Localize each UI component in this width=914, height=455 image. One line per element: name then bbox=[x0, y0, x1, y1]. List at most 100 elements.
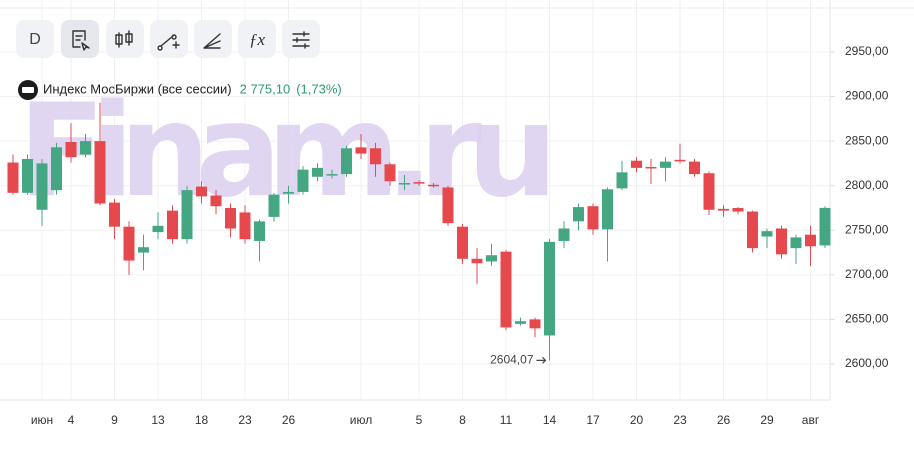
x-tick-label: 8 bbox=[459, 413, 466, 427]
candle-body bbox=[471, 258, 483, 264]
low-annotation: 2604,07 bbox=[490, 353, 534, 367]
candle-body bbox=[413, 182, 425, 184]
candle-body bbox=[428, 184, 439, 187]
toolbar-button[interactable] bbox=[106, 20, 144, 58]
x-tick-label: 23 bbox=[673, 413, 687, 427]
candle-body bbox=[819, 207, 831, 246]
instrument-title: Индекс МосБиржи (все сессии) bbox=[43, 81, 232, 96]
y-tick-label: 2950,00 bbox=[845, 44, 889, 58]
candle-body bbox=[7, 162, 19, 193]
candle-body bbox=[210, 195, 222, 207]
y-tick-label: 2900,00 bbox=[845, 89, 889, 103]
x-tick-label: 5 bbox=[416, 413, 423, 427]
icon-line-tool bbox=[157, 34, 180, 51]
candle-body bbox=[761, 231, 773, 237]
candle-body bbox=[660, 161, 671, 168]
icon-fib bbox=[203, 33, 221, 49]
candle-body bbox=[544, 241, 555, 336]
candle-body bbox=[65, 142, 77, 158]
toolbar-button[interactable] bbox=[194, 20, 232, 58]
y-tick-label: 2800,00 bbox=[845, 178, 889, 192]
toolbar-button[interactable] bbox=[282, 20, 320, 58]
candle-body bbox=[399, 183, 410, 185]
y-tick-label: 2850,00 bbox=[845, 133, 889, 147]
candle-body bbox=[747, 211, 758, 249]
index-icon-glyph bbox=[22, 87, 34, 93]
candle-body bbox=[616, 172, 628, 189]
candle-body bbox=[297, 169, 309, 192]
candle-body bbox=[167, 210, 178, 240]
candle-body bbox=[123, 226, 135, 261]
x-tick-label: 13 bbox=[151, 413, 165, 427]
change: (1,73%) bbox=[296, 81, 342, 96]
candle-body bbox=[51, 147, 62, 191]
x-tick-label: 17 bbox=[586, 413, 600, 427]
x-tick-label: 11 bbox=[500, 413, 513, 427]
candle-body bbox=[689, 161, 700, 175]
x-tick-label: 26 bbox=[282, 413, 296, 427]
candle-body bbox=[703, 173, 715, 210]
candle-body bbox=[355, 147, 367, 154]
x-tick-label: 18 bbox=[195, 413, 209, 427]
candle-body bbox=[718, 208, 729, 211]
y-tick-label: 2600,00 bbox=[845, 356, 889, 370]
icon-settings bbox=[292, 31, 310, 49]
x-tick-label: 4 bbox=[68, 413, 75, 427]
candle-body bbox=[152, 225, 164, 233]
candle-body bbox=[457, 226, 468, 259]
candle-body bbox=[138, 247, 149, 253]
candle-body bbox=[602, 189, 613, 230]
annotation-arrow bbox=[536, 356, 547, 364]
candle-body bbox=[631, 160, 642, 168]
candle-body bbox=[515, 321, 526, 324]
x-tick-label: 29 bbox=[760, 413, 774, 427]
candle-body bbox=[36, 163, 48, 210]
candle-body bbox=[181, 190, 193, 240]
candle-body bbox=[239, 212, 251, 240]
x-tick-label: 23 bbox=[238, 413, 252, 427]
x-tick-label: 9 bbox=[111, 413, 118, 427]
candle-body bbox=[196, 186, 207, 197]
candle-body bbox=[558, 228, 570, 241]
toolbar-button-active[interactable] bbox=[61, 20, 99, 58]
candle-body bbox=[645, 166, 657, 169]
candle-body bbox=[268, 194, 280, 217]
candle-body bbox=[22, 158, 33, 193]
candle-body bbox=[573, 207, 584, 222]
candle-body bbox=[109, 202, 120, 227]
candle-body bbox=[805, 234, 816, 247]
candle-body bbox=[326, 174, 338, 176]
candle-body bbox=[732, 207, 744, 212]
x-tick-label: 14 bbox=[543, 413, 557, 427]
y-tick-label: 2700,00 bbox=[845, 267, 889, 281]
last-value: 2 775,10 bbox=[240, 81, 291, 96]
x-tick-label: 26 bbox=[717, 413, 731, 427]
candle-body bbox=[80, 141, 91, 155]
y-tick-label: 2650,00 bbox=[845, 312, 889, 326]
x-tick-label: июл bbox=[350, 413, 372, 427]
toolbar-button[interactable] bbox=[16, 20, 54, 58]
interval-button[interactable]: D bbox=[29, 31, 41, 48]
candle-body bbox=[776, 228, 787, 255]
candle-body bbox=[442, 187, 454, 224]
candle-body bbox=[587, 206, 599, 230]
candle-body bbox=[790, 237, 802, 249]
candle-body bbox=[500, 251, 512, 328]
x-tick-label: 20 bbox=[630, 413, 644, 427]
icon-candles bbox=[115, 30, 133, 48]
candle-body bbox=[283, 191, 294, 194]
toolbar-button[interactable] bbox=[238, 20, 276, 58]
x-tick-label: авг bbox=[802, 413, 820, 427]
candle-body bbox=[384, 164, 396, 182]
icon-list bbox=[72, 30, 90, 51]
icon-fx: ƒx bbox=[249, 30, 266, 49]
candle-body bbox=[254, 221, 265, 241]
candle-body bbox=[312, 167, 323, 177]
candle-body bbox=[529, 319, 541, 329]
candle-body bbox=[370, 148, 381, 165]
candle-body bbox=[486, 255, 497, 262]
candle-body bbox=[674, 159, 686, 162]
candle-body bbox=[94, 141, 106, 204]
y-tick-label: 2750,00 bbox=[845, 222, 889, 236]
